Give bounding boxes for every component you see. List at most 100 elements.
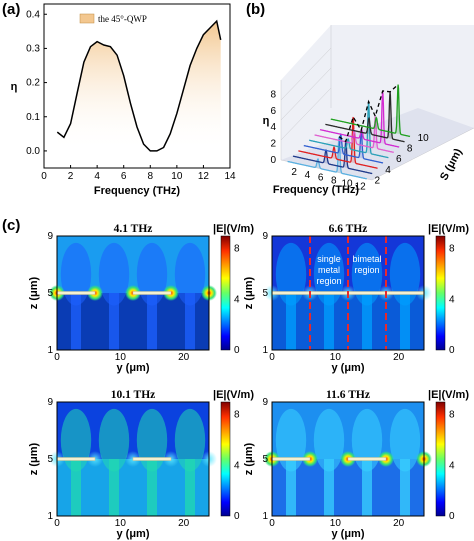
s-tick-label: 2 [374, 175, 380, 186]
metal-strip [347, 457, 387, 461]
colorbar [435, 401, 446, 517]
field-band [109, 459, 119, 516]
z-tick-label: 1 [262, 511, 268, 522]
s-tick-label: 10 [418, 133, 430, 144]
field-band [400, 293, 410, 350]
map-title: 4.1 THz [114, 223, 153, 235]
y-tick-label: 0.4 [26, 9, 40, 20]
y-axis-label-a: η [11, 81, 18, 93]
field-band [185, 459, 195, 516]
colorbar-title: |E|(V/m) [428, 223, 469, 235]
y-tick-label: 0 [269, 518, 275, 529]
metal-strip [132, 457, 172, 461]
field-lobe [136, 408, 168, 472]
colorbar-title: |E|(V/m) [213, 389, 254, 401]
colorbar [220, 235, 231, 351]
waterfall-line [309, 101, 389, 159]
metal-strip [56, 291, 96, 295]
y-tick-label: 10 [330, 352, 342, 363]
curve-a [56, 19, 222, 152]
waterfall-line [319, 90, 400, 148]
x-ticks-a: 0 2 4 6 8 10 12 14 [41, 165, 236, 182]
metal-strip [271, 291, 311, 295]
field-lobe [313, 408, 345, 472]
region-annotation: metal [318, 265, 340, 275]
waterfall-line [287, 136, 368, 180]
s-tick-label: 4 [385, 165, 391, 176]
x-tick-label: 10 [171, 171, 183, 182]
waterfall-line [303, 130, 384, 164]
colorbar-title: |E|(V/m) [428, 389, 469, 401]
y-tick-label: 0 [54, 518, 60, 529]
waterfall-line [298, 116, 378, 169]
panel-label-b: (b) [246, 1, 265, 18]
y-tick-label: 0.3 [26, 43, 40, 54]
plot-frame-a [43, 3, 231, 169]
z-tick-label: 1 [47, 345, 53, 356]
y-tick-label: 0 [270, 155, 276, 166]
colorbar-tick-label: 8 [449, 244, 455, 255]
map-z-axis-label: z (μm) [243, 276, 255, 309]
field-lobe [60, 408, 92, 472]
z-tick-label: 9 [47, 397, 53, 408]
x-tick-label: 0 [41, 171, 47, 182]
map-y-axis-label: y (μm) [331, 528, 364, 540]
panel-label-c: (c) [2, 217, 20, 234]
field-band [286, 293, 296, 350]
waterfall-line [325, 91, 405, 143]
z-tick-label: 5 [262, 288, 268, 299]
map-y-axis-label: y (μm) [331, 362, 364, 374]
field-band [400, 459, 410, 516]
y-tick-label: 20 [393, 518, 405, 529]
z-tick-label: 5 [262, 454, 268, 465]
field-band [147, 293, 157, 350]
field-lobe [275, 408, 307, 472]
panel-a: (a) the 45°-QWP 0 2 4 6 8 10 12 14 0.0 0.1 0.2 0.3… [2, 1, 236, 197]
field-lobe [275, 242, 307, 306]
colorbar-tick-label: 0 [234, 345, 240, 356]
field-lobe [174, 242, 206, 306]
x-tick-label: 8 [331, 176, 337, 187]
field-band [362, 459, 372, 516]
field-lobe [98, 408, 130, 472]
metal-strip [309, 291, 425, 295]
colorbar-title: |E|(V/m) [213, 223, 254, 235]
colorbar-tick-label: 4 [449, 460, 455, 471]
field-lobe [389, 408, 421, 472]
y-tick-label: 20 [178, 352, 190, 363]
map-y-axis-label: y (μm) [116, 528, 149, 540]
region-annotation: bimetal [352, 254, 381, 264]
map-title: 10.1 THz [111, 389, 156, 401]
field-band [109, 293, 119, 350]
y-tick-label: 20 [393, 352, 405, 363]
z-tick-label: 9 [262, 231, 268, 242]
z-tick-label: 1 [47, 511, 53, 522]
map-title: 6.6 THz [329, 223, 368, 235]
field-band [286, 459, 296, 516]
waterfall-curves [287, 84, 411, 180]
map-frame [56, 235, 210, 351]
peak-trend-line [338, 84, 399, 143]
legend-label-a: the 45°-QWP [98, 14, 147, 24]
field-band [71, 459, 81, 516]
y-tick-label: 0.0 [26, 146, 40, 157]
s-tick-label: 6 [396, 154, 402, 165]
y-tick-label: 10 [330, 518, 342, 529]
s-axis-label-b: S (μm) [438, 146, 465, 182]
x-tick-label: 2 [68, 171, 74, 182]
waterfall-fill [309, 101, 389, 158]
colorbar-tick-label: 4 [449, 294, 455, 305]
z-tick-label: 5 [47, 454, 53, 465]
y-tick-label: 0.2 [26, 78, 40, 89]
metal-strip [56, 457, 96, 461]
field-lobe [174, 408, 206, 472]
x-ticks-b: 2 4 6 8 10 12 [291, 167, 366, 193]
x-tick-label: 14 [224, 171, 236, 182]
legend-a: the 45°-QWP [79, 13, 147, 24]
field-map: 4.1 THz |E|(V/m) 0 4 8 1 5 9 0 10 20 y (μm) z (μm) [28, 223, 254, 374]
map-y-axis-label: y (μm) [116, 362, 149, 374]
field-lobe [313, 242, 345, 306]
y-ticks-a: 0.0 0.1 0.2 0.3 0.4 [26, 9, 47, 157]
